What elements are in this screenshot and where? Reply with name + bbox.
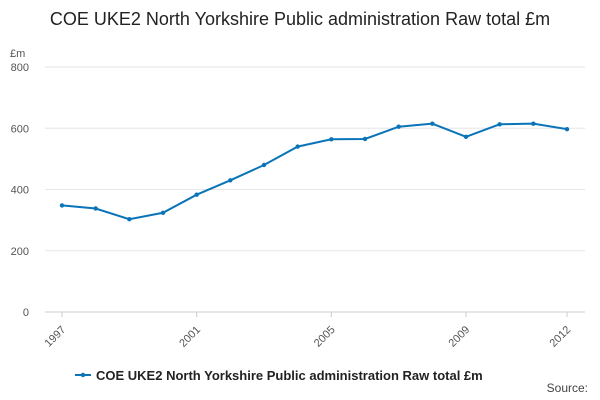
data-point xyxy=(194,192,199,197)
legend-swatch-marker xyxy=(80,372,86,378)
y-axis-label: £m xyxy=(10,48,25,60)
data-point xyxy=(564,126,570,132)
x-tick-label: 1997 xyxy=(43,324,69,350)
legend-label: COE UKE2 North Yorkshire Public administ… xyxy=(96,368,483,383)
y-tick-label: 600 xyxy=(11,123,29,135)
data-point xyxy=(430,121,435,126)
data-point xyxy=(160,210,166,215)
data-point xyxy=(59,203,65,208)
x-tick-label: 2005 xyxy=(312,324,338,350)
y-tick-label: 200 xyxy=(11,246,29,258)
data-point xyxy=(261,162,267,168)
chart-title: COE UKE2 North Yorkshire Public administ… xyxy=(49,9,551,29)
x-tick-label: 2001 xyxy=(177,324,203,350)
y-tick-label: 400 xyxy=(11,185,29,197)
x-tick-label: 2012 xyxy=(548,324,574,350)
series-line xyxy=(61,122,568,221)
y-tick-label: 800 xyxy=(11,62,29,74)
data-point xyxy=(531,121,536,126)
data-point xyxy=(396,124,401,129)
data-point xyxy=(295,144,300,149)
source-label: Source: xyxy=(546,381,588,395)
data-point xyxy=(228,178,233,183)
data-point xyxy=(497,122,502,127)
data-point xyxy=(329,137,334,142)
y-tick-label: 0 xyxy=(23,307,29,319)
data-point xyxy=(362,136,368,142)
x-tick-label: 2009 xyxy=(447,324,473,350)
data-point xyxy=(93,206,98,211)
data-point xyxy=(463,134,469,140)
data-point xyxy=(127,217,132,222)
